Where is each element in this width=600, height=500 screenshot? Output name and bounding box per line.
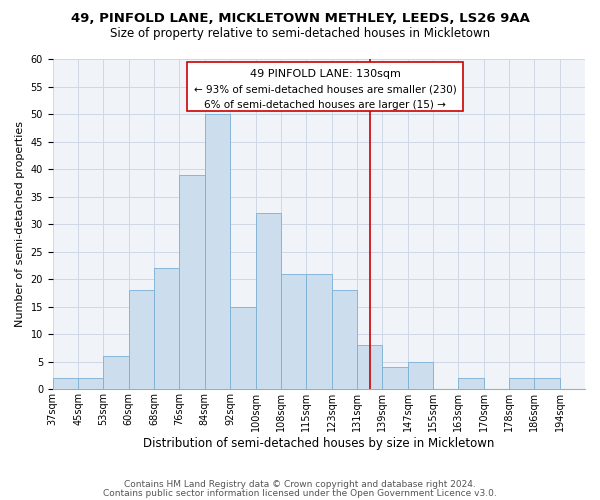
Y-axis label: Number of semi-detached properties: Number of semi-detached properties <box>15 121 25 327</box>
Text: 49 PINFOLD LANE: 130sqm: 49 PINFOLD LANE: 130sqm <box>250 69 401 79</box>
Bar <box>205 114 230 390</box>
Text: ← 93% of semi-detached houses are smaller (230): ← 93% of semi-detached houses are smalle… <box>194 84 457 94</box>
Bar <box>256 213 281 390</box>
Bar <box>458 378 484 390</box>
Bar <box>103 356 129 390</box>
Bar <box>78 378 103 390</box>
Bar <box>535 378 560 390</box>
X-axis label: Distribution of semi-detached houses by size in Mickletown: Distribution of semi-detached houses by … <box>143 437 494 450</box>
Text: 6% of semi-detached houses are larger (15) →: 6% of semi-detached houses are larger (1… <box>204 100 446 110</box>
Bar <box>509 378 535 390</box>
Text: 49, PINFOLD LANE, MICKLETOWN METHLEY, LEEDS, LS26 9AA: 49, PINFOLD LANE, MICKLETOWN METHLEY, LE… <box>71 12 529 26</box>
Bar <box>407 362 433 390</box>
Bar <box>332 290 357 390</box>
Bar <box>382 368 407 390</box>
Text: Contains HM Land Registry data © Crown copyright and database right 2024.: Contains HM Land Registry data © Crown c… <box>124 480 476 489</box>
Bar <box>357 346 382 390</box>
Bar <box>306 274 332 390</box>
Text: Contains public sector information licensed under the Open Government Licence v3: Contains public sector information licen… <box>103 489 497 498</box>
Bar <box>154 268 179 390</box>
Bar <box>53 378 78 390</box>
Bar <box>281 274 306 390</box>
FancyBboxPatch shape <box>187 62 463 112</box>
Text: Size of property relative to semi-detached houses in Mickletown: Size of property relative to semi-detach… <box>110 28 490 40</box>
Bar <box>129 290 154 390</box>
Bar <box>230 306 256 390</box>
Bar <box>179 174 205 390</box>
